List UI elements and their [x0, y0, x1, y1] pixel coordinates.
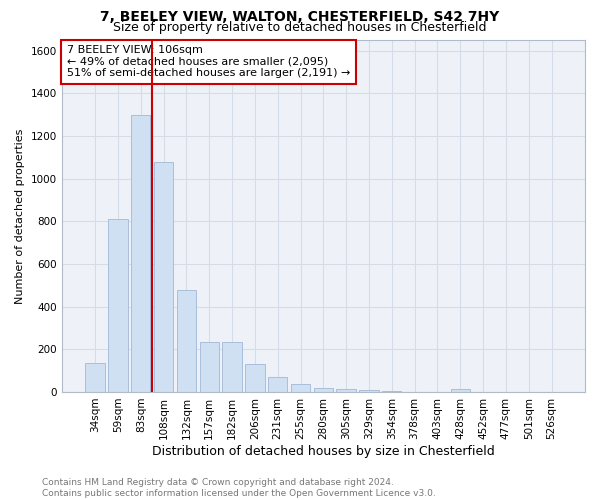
Bar: [451, 389, 470, 392]
Y-axis label: Number of detached properties: Number of detached properties: [15, 128, 25, 304]
X-axis label: Distribution of detached houses by size in Chesterfield: Distribution of detached houses by size …: [152, 444, 495, 458]
Bar: [314, 388, 333, 392]
Text: Contains HM Land Registry data © Crown copyright and database right 2024.
Contai: Contains HM Land Registry data © Crown c…: [42, 478, 436, 498]
Bar: [245, 364, 265, 392]
Bar: [291, 384, 310, 392]
Bar: [200, 342, 219, 392]
Text: 7 BEELEY VIEW: 106sqm
← 49% of detached houses are smaller (2,095)
51% of semi-d: 7 BEELEY VIEW: 106sqm ← 49% of detached …: [67, 46, 350, 78]
Text: Size of property relative to detached houses in Chesterfield: Size of property relative to detached ho…: [113, 21, 487, 34]
Bar: [85, 363, 105, 392]
Bar: [223, 342, 242, 392]
Bar: [359, 390, 379, 392]
Bar: [382, 391, 401, 392]
Bar: [337, 389, 356, 392]
Bar: [108, 219, 128, 392]
Bar: [268, 377, 287, 392]
Text: 7, BEELEY VIEW, WALTON, CHESTERFIELD, S42 7HY: 7, BEELEY VIEW, WALTON, CHESTERFIELD, S4…: [100, 10, 500, 24]
Bar: [154, 162, 173, 392]
Bar: [131, 114, 151, 392]
Bar: [177, 290, 196, 392]
